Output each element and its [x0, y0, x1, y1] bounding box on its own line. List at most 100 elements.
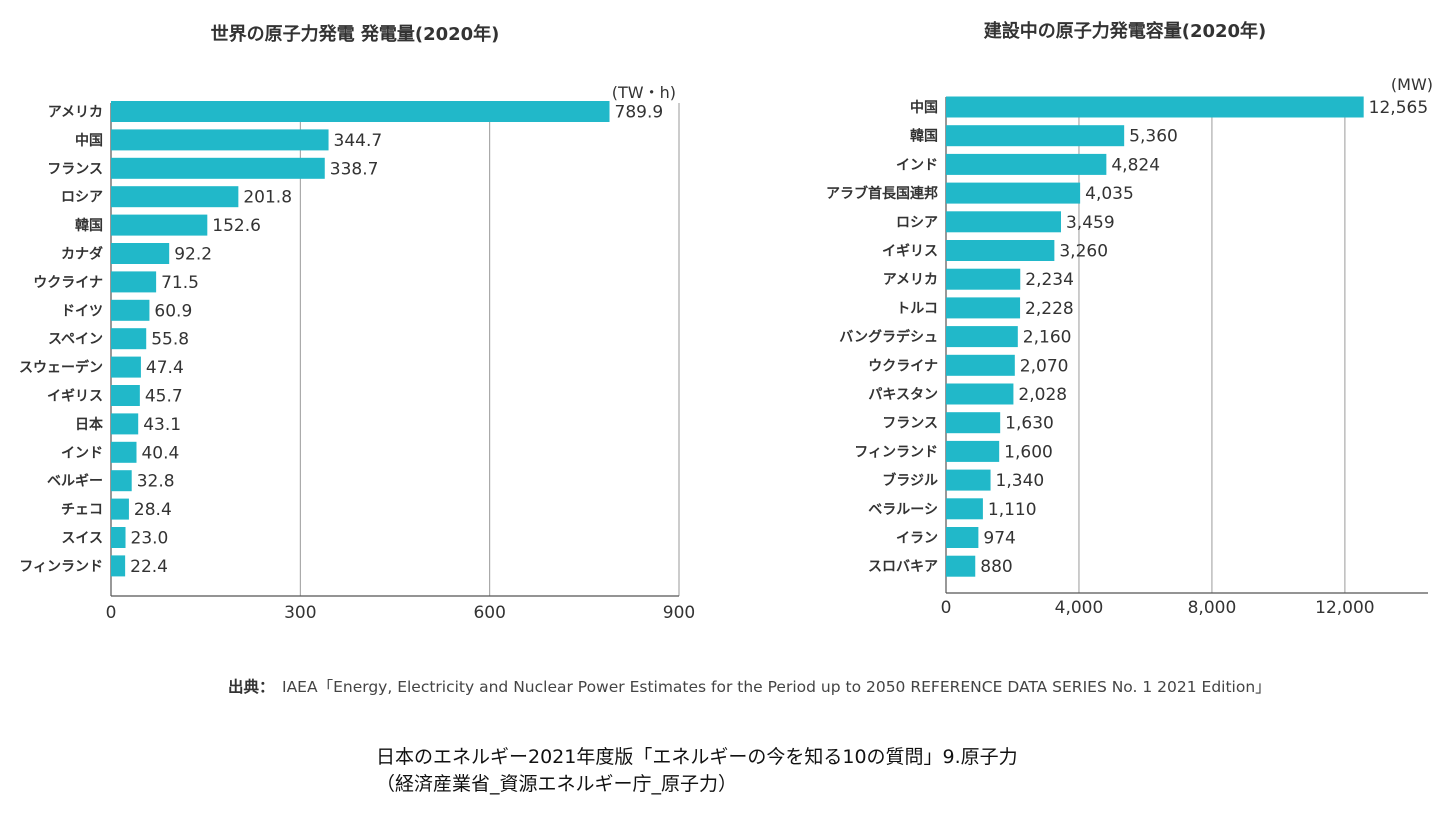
right-chart-category-label: 中国	[910, 99, 938, 116]
charts-area: 世界の原子力発電 発電量(2020年) (TW・h) アメリカ 789.9 中国 344.…	[19, 20, 1433, 623]
left-chart-category-label: ベルギー	[47, 473, 103, 490]
left-chart-tick-label: 600	[473, 603, 505, 623]
caption-line-2: （経済産業省_資源エネルギー庁_原子力）	[376, 773, 738, 795]
left-chart-category-label: スイス	[61, 531, 103, 547]
left-chart-bar	[111, 356, 141, 378]
left-chart-value-label: 45.7	[145, 387, 183, 407]
left-chart-value-label: 71.5	[161, 273, 199, 293]
right-chart-bar	[946, 383, 1014, 405]
left-chart-value-label: 22.4	[130, 557, 168, 577]
right-chart-value-label: 2,070	[1020, 356, 1069, 376]
right-chart-category-label: イラン	[896, 531, 938, 547]
right-chart-bar	[946, 125, 1125, 147]
right-chart-bar	[946, 240, 1055, 261]
left-chart-bar	[111, 441, 137, 463]
left-chart-category-label: ロシア	[61, 190, 103, 206]
left-chart-bar	[111, 101, 610, 122]
caption: 日本のエネルギー2021年度版「エネルギーの今を知る10の質問」9.原子力 （経…	[376, 744, 1276, 798]
right-chart-bar	[946, 153, 1107, 175]
left-chart-value-label: 92.2	[174, 245, 212, 265]
left-chart-bar	[111, 555, 126, 577]
right-chart-value-label: 2,160	[1023, 328, 1072, 348]
left-chart-category-label: イギリス	[47, 388, 103, 405]
right-chart-value-label: 974	[983, 529, 1015, 549]
right-chart-value-label: 3,459	[1066, 213, 1115, 233]
left-chart-category-label: ウクライナ	[33, 275, 103, 291]
left-chart-bar	[111, 328, 147, 350]
left-chart-bar	[111, 413, 139, 435]
right-chart-value-label: 2,028	[1018, 385, 1067, 405]
right-chart-category-label: ブラジル	[882, 472, 938, 489]
right-chart-category-label: アラブ首長国連邦	[826, 185, 938, 202]
right-chart-category-label: ロシア	[896, 215, 938, 231]
right-chart-category-label: アメリカ	[883, 272, 938, 288]
left-chart-bar	[111, 385, 140, 406]
left-chart-category-label: フランス	[47, 161, 103, 177]
right-chart-category-label: バングラデシュ	[839, 329, 938, 346]
left-chart-bar	[111, 498, 129, 520]
left-chart-bar	[111, 214, 208, 236]
right-chart-value-label: 4,824	[1111, 155, 1160, 175]
left-chart-value-label: 28.4	[134, 500, 172, 520]
left-chart-value-label: 338.7	[330, 159, 379, 179]
right-chart-tick-label: 8,000	[1188, 598, 1237, 618]
left-chart-value-label: 201.8	[243, 188, 292, 208]
right-chart-bar	[946, 96, 1364, 118]
left-chart-unit: (TW・h)	[612, 83, 676, 102]
left-chart-category-label: チェコ	[61, 502, 103, 518]
left-chart-value-label: 55.8	[151, 330, 189, 350]
right-chart-bar	[946, 268, 1021, 290]
left-chart-bar	[111, 186, 239, 208]
right-chart-bar	[946, 498, 983, 520]
right-chart-bar	[946, 182, 1081, 204]
right-chart-category-label: トルコ	[896, 301, 938, 317]
left-chart-tick-label: 300	[284, 603, 316, 623]
right-chart-value-label: 1,340	[996, 471, 1045, 491]
right-chart-category-label: スロバキア	[868, 559, 938, 575]
left-chart-bar	[111, 299, 150, 321]
right-chart-category-label: ベラルーシ	[868, 502, 938, 518]
left-chart-value-label: 60.9	[154, 301, 192, 321]
left-chart-category-label: ドイツ	[61, 303, 103, 319]
left-chart-category-label: 韓国	[75, 217, 103, 234]
right-chart-category-label: ウクライナ	[868, 358, 938, 374]
source-note: 出典： IAEA「Energy, Electricity and Nuclear…	[228, 672, 1288, 703]
right-chart-bar	[946, 440, 1000, 462]
left-chart-bar	[111, 470, 132, 492]
right-chart-value-label: 5,360	[1129, 127, 1178, 147]
left-chart-bar	[111, 527, 126, 548]
left-chart-bar	[111, 271, 157, 293]
left-chart-bar	[111, 129, 329, 151]
right-chart-bar	[946, 412, 1001, 434]
right-chart-tick-label: 0	[941, 598, 952, 618]
right-chart-value-label: 2,228	[1025, 299, 1074, 319]
left-chart-value-label: 789.9	[615, 103, 664, 123]
left-chart-category-label: カナダ	[61, 246, 103, 263]
left-chart-category-label: フィンランド	[19, 559, 103, 575]
left-chart-value-label: 23.0	[131, 529, 169, 549]
left-chart-tick-label: 900	[663, 603, 695, 623]
left-chart-value-label: 43.1	[143, 415, 181, 435]
right-chart-unit: (MW)	[1391, 75, 1433, 94]
right-chart-category-label: インド	[896, 157, 938, 173]
left-chart-title: 世界の原子力発電 発電量(2020年)	[211, 23, 500, 45]
right-chart-category-label: 韓国	[910, 128, 938, 145]
left-chart-bar	[111, 243, 170, 264]
right-chart-tick-label: 4,000	[1055, 598, 1104, 618]
right-chart-bar	[946, 527, 979, 548]
right-chart-bar	[946, 555, 976, 577]
right-chart-category-label: フランス	[882, 416, 938, 432]
source-prefix: 出典：	[228, 678, 275, 696]
right-chart-title: 建設中の原子力発電容量(2020年)	[984, 20, 1267, 42]
right-chart-value-label: 1,110	[988, 500, 1037, 520]
right-chart-tick-label: 12,000	[1315, 598, 1374, 618]
right-chart-value-label: 12,565	[1369, 98, 1428, 118]
right-chart-category-label: パキスタン	[868, 387, 938, 403]
left-chart-value-label: 40.4	[141, 443, 179, 463]
left-chart-bar	[111, 157, 325, 179]
left-chart-tick-label: 0	[106, 603, 117, 623]
left-chart-category-label: 日本	[75, 416, 104, 433]
caption-line-1: 日本のエネルギー2021年度版「エネルギーの今を知る10の質問」9.原子力	[376, 746, 1018, 768]
left-chart-value-label: 47.4	[146, 358, 184, 378]
left-chart-category-label: スペイン	[48, 332, 103, 348]
